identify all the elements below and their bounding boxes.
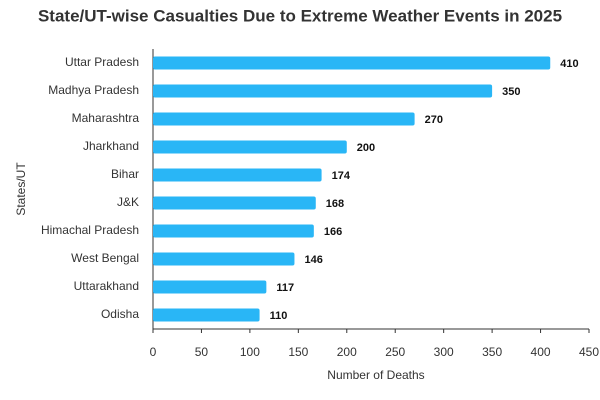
bar [153, 224, 314, 238]
bar [153, 112, 415, 126]
x-tick-label: 50 [195, 345, 209, 359]
y-tick-label: Himachal Pradesh [41, 223, 139, 237]
y-tick-label: Uttar Pradesh [65, 55, 139, 69]
bar [153, 168, 322, 182]
value-label: 117 [276, 282, 294, 294]
value-label: 410 [560, 58, 578, 70]
value-label: 168 [326, 198, 344, 210]
value-label: 146 [304, 254, 322, 266]
x-tick-label: 150 [288, 345, 308, 359]
y-tick-label: J&K [117, 195, 139, 209]
y-tick-label: Madhya Pradesh [48, 83, 139, 97]
x-tick-label: 250 [385, 345, 405, 359]
chart-title: State/UT-wise Casualties Due to Extreme … [38, 6, 562, 25]
x-tick-label: 300 [434, 345, 454, 359]
value-label: 174 [332, 170, 351, 182]
y-tick-label: West Bengal [71, 251, 139, 265]
bar [153, 252, 295, 266]
bar [153, 308, 260, 322]
bar [153, 84, 493, 98]
y-tick-label: Uttarakhand [74, 279, 139, 293]
y-axis-label: States/UT [14, 162, 28, 216]
bar [153, 196, 316, 210]
x-tick-label: 200 [337, 345, 357, 359]
x-tick-label: 350 [482, 345, 502, 359]
x-tick-label: 0 [150, 345, 157, 359]
value-label: 350 [502, 86, 520, 98]
value-label: 110 [270, 310, 288, 322]
x-tick-label: 400 [531, 345, 551, 359]
value-label: 270 [425, 114, 443, 126]
x-axis-label: Number of Deaths [327, 368, 424, 382]
y-tick-label: Odisha [101, 307, 139, 321]
bar [153, 140, 347, 154]
value-label: 200 [357, 142, 375, 154]
y-tick-label: Jharkhand [83, 139, 139, 153]
bar [153, 56, 551, 70]
y-tick-label: Bihar [111, 167, 139, 181]
bar [153, 280, 267, 294]
value-label: 166 [324, 226, 342, 238]
x-tick-label: 450 [579, 345, 599, 359]
y-tick-label: Maharashtra [72, 111, 140, 125]
x-tick-label: 100 [240, 345, 260, 359]
